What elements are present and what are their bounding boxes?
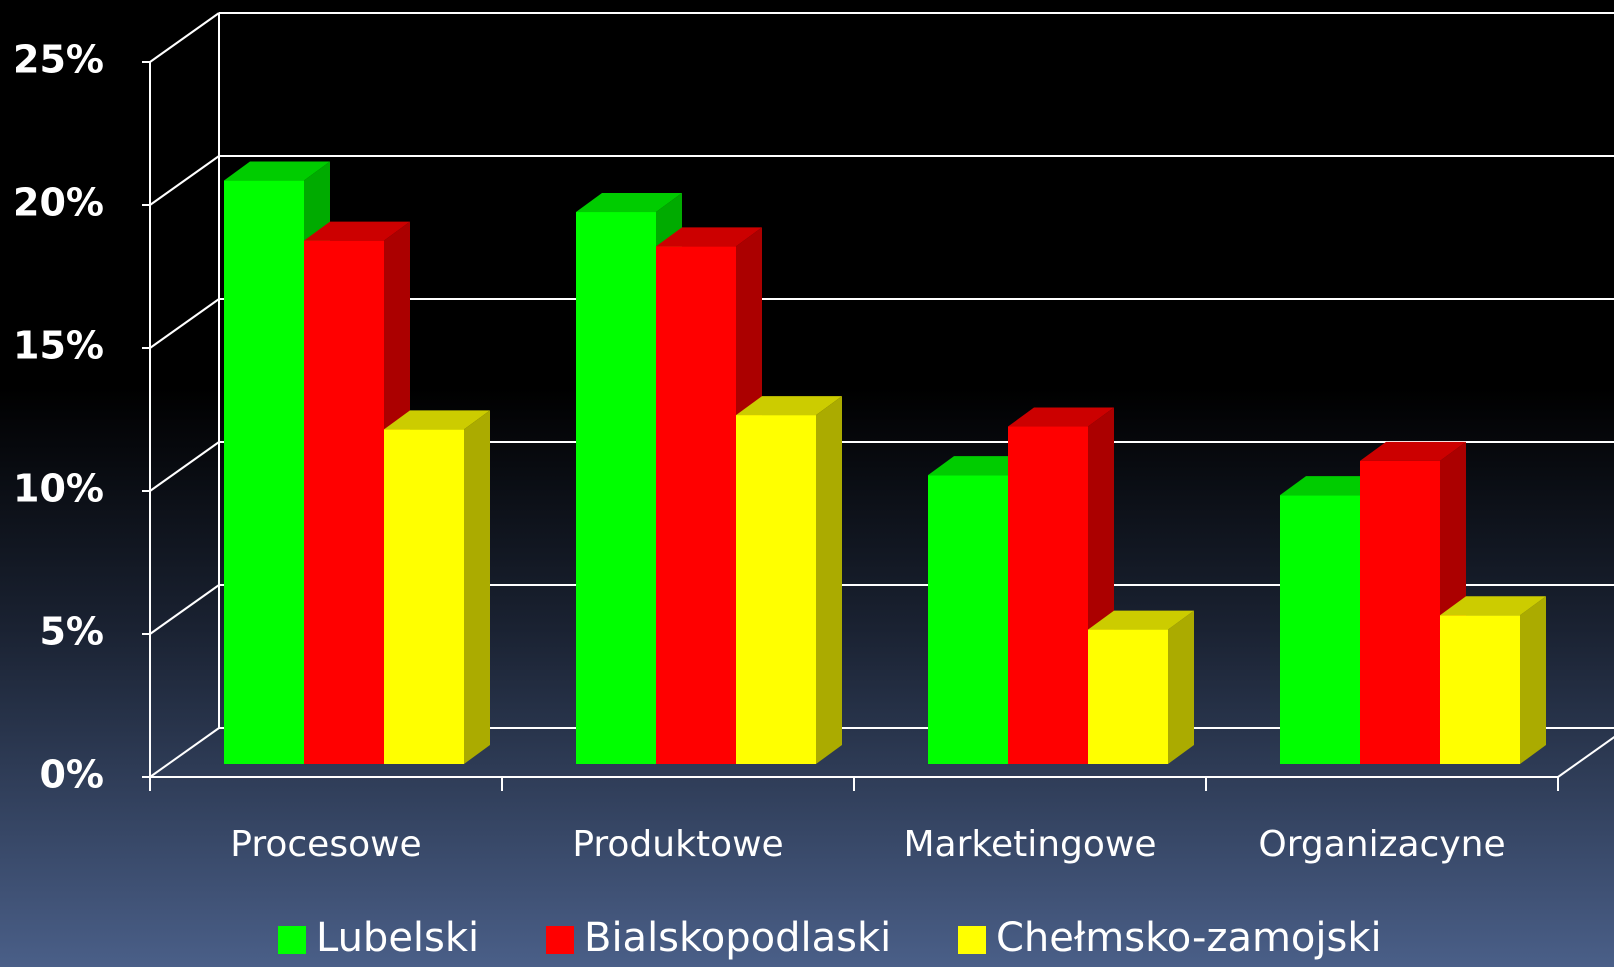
grid-line: [149, 441, 220, 492]
bar: [656, 246, 736, 765]
bar: [928, 475, 1008, 764]
bar-top: [384, 410, 490, 430]
floor-edge: [1557, 736, 1614, 778]
y-tick-label: 25%: [13, 38, 104, 82]
grid-line: [149, 298, 220, 349]
bar-top: [304, 221, 410, 241]
x-tick-label: Produktowe: [572, 824, 783, 865]
legend-label: Lubelski: [316, 915, 479, 961]
legend-swatch: [278, 926, 306, 954]
bar-top: [736, 396, 842, 416]
bar: [1088, 629, 1168, 764]
grid-line: [149, 727, 220, 778]
y-tick-label: 5%: [39, 610, 104, 654]
bar-side: [1520, 596, 1546, 764]
legend-label: Bialskopodlaski: [584, 915, 891, 961]
grid-line: [149, 12, 220, 63]
x-tick-label: Marketingowe: [903, 824, 1156, 865]
bar-side: [464, 410, 490, 764]
x-tick-label: Organizacyne: [1258, 824, 1505, 865]
bar: [576, 212, 656, 764]
y-tick-label: 20%: [13, 181, 104, 225]
bar-top: [1360, 441, 1466, 461]
bar: [1360, 460, 1440, 764]
bar-side: [816, 396, 842, 764]
legend-swatch: [958, 926, 986, 954]
y-tick-label: 0%: [39, 753, 104, 797]
x-tick-label: Procesowe: [230, 824, 421, 865]
y-tick-label: 15%: [13, 324, 104, 368]
bar-side: [1168, 610, 1194, 764]
y-tick-label: 10%: [13, 467, 104, 511]
bar: [384, 429, 464, 764]
bar-top: [656, 227, 762, 247]
grid-line: [149, 584, 220, 635]
bar: [736, 415, 816, 764]
bar: [304, 240, 384, 764]
bar: [224, 180, 304, 764]
grid-line: [149, 155, 220, 206]
bar-top: [1280, 476, 1386, 496]
bar-top: [928, 456, 1034, 476]
bar-top: [1440, 596, 1546, 616]
bar-top: [576, 193, 682, 213]
legend-swatch: [546, 926, 574, 954]
bar-top: [1008, 407, 1114, 427]
bar: [1008, 426, 1088, 764]
legend-label: Chełmsko-zamojski: [996, 915, 1382, 961]
bar: [1280, 495, 1360, 764]
bar: [1440, 615, 1520, 764]
bar-top: [224, 161, 330, 181]
bar-top: [1088, 610, 1194, 630]
